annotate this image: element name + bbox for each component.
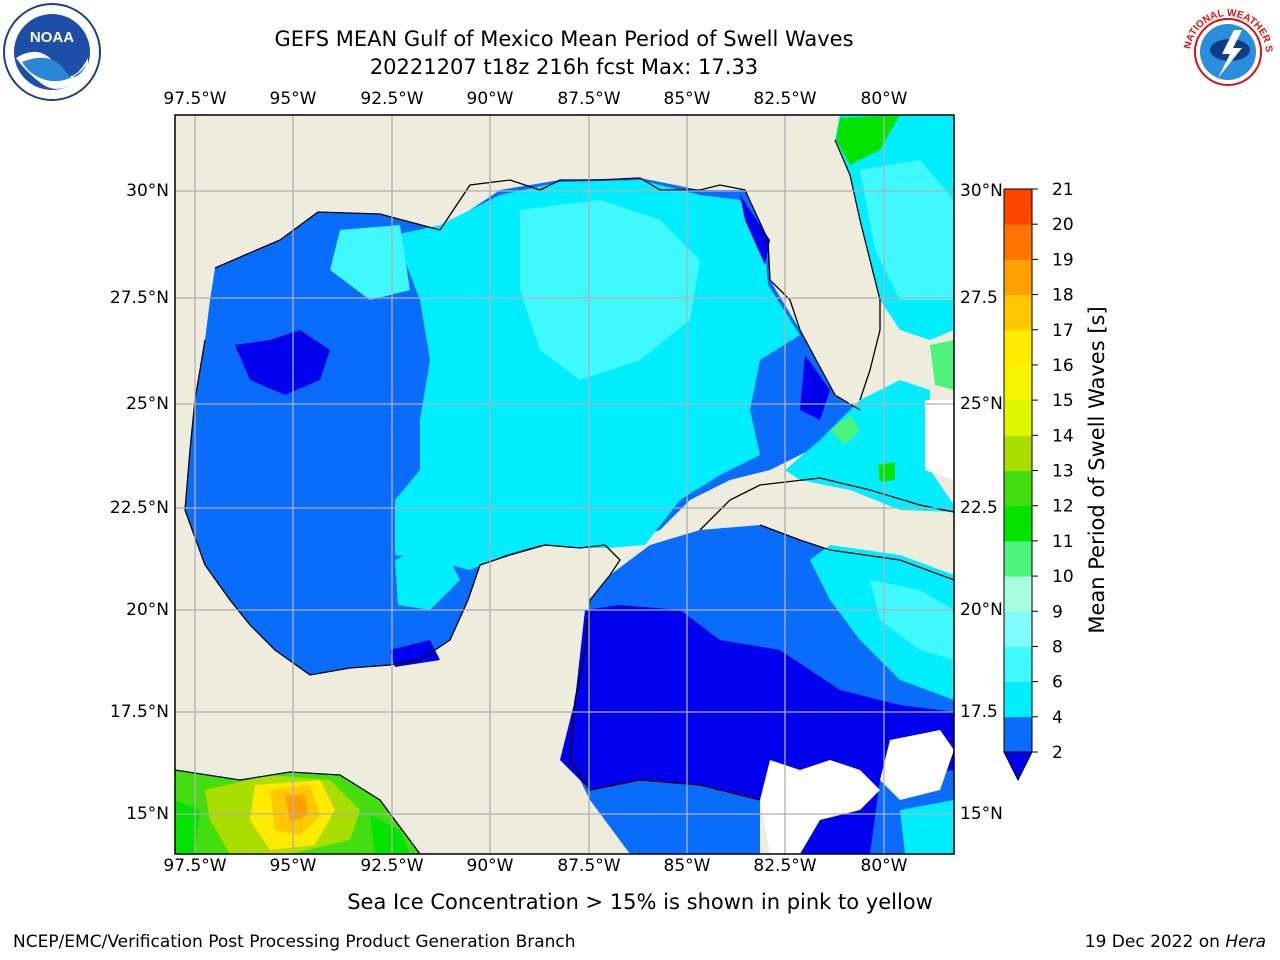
colorbar-segment [1004,259,1032,296]
lon-label-top: 90°W [466,89,514,109]
colorbar-tick-label: 17 [1052,321,1074,341]
colorbar-tick-label: 21 [1052,180,1074,200]
gulf-cyan-core [395,180,800,570]
lat-label-right: 17.5 [960,702,998,722]
colorbar-tick-label: 10 [1052,567,1074,587]
lat-label-left: 22.5°N [109,498,169,518]
lon-label-bottom: 95°W [269,856,317,876]
colorbar-tick-label: 9 [1052,602,1063,622]
lon-label-bottom: 97.5°W [163,856,227,876]
colorbar-tick-label: 13 [1052,462,1074,482]
lat-label-left: 27.5°N [109,288,169,308]
colorbar-tick-label: 14 [1052,426,1074,446]
lat-label-left: 15°N [126,804,169,824]
colorbar-tick-label: 6 [1052,673,1063,693]
nws-logo: NATIONAL WEATHER SERVICE [1178,2,1275,99]
lon-label-bottom: 87.5°W [557,856,621,876]
colorbar-segment [1004,224,1032,260]
lon-label-top: 97.5°W [163,89,227,109]
lon-label-top: 82.5°W [753,89,817,109]
lon-label-top: 92.5°W [360,89,424,109]
colorbar-tick-label: 19 [1052,250,1074,270]
generation-date: 19 Dec 2022 on Hera [1084,932,1266,952]
colorbar-segment [1004,294,1032,331]
lat-label-left: 17.5°N [109,702,169,722]
colorbar-segment [1004,540,1032,577]
colorbar-segment [1004,681,1032,718]
lat-label-left: 20°N [126,600,169,620]
colorbar-tick-label: 12 [1052,497,1074,517]
colorbar-segment [1004,364,1032,401]
colorbar-tick-label: 15 [1052,391,1074,411]
chart-title: GEFS MEAN Gulf of Mexico Mean Period of … [274,27,854,51]
colorbar-tick-label: 18 [1052,286,1074,306]
lat-label-right: 30°N [960,181,1003,201]
lon-label-bottom: 92.5°W [360,856,424,876]
lat-label-right: 15°N [960,804,1003,824]
credit-line: NCEP/EMC/Verification Post Processing Pr… [13,932,576,952]
colorbar-tick-label: 11 [1052,532,1074,552]
chart-subtitle: 20221207 t18z 216h fcst Max: 17.33 [369,55,759,79]
colorbar-tick-label: 20 [1052,215,1074,235]
lat-label-right: 20°N [960,600,1003,620]
colorbar-segment [1004,646,1032,683]
colorbar-tick-label: 8 [1052,637,1063,657]
lon-label-bottom: 82.5°W [753,856,817,876]
colorbar-segment [1004,189,1032,225]
colorbar-segment [1004,505,1032,542]
colorbar-tick-label: 16 [1052,356,1074,376]
noaa-logo: NOAA [3,3,101,101]
lat-label-left: 25°N [126,394,169,414]
colorbar-extend-arrow [1003,751,1033,782]
lon-label-top: 87.5°W [557,89,621,109]
lon-label-top: 95°W [269,89,317,109]
host-name: Hera [1225,932,1266,952]
lat-label-right: 22.5 [960,498,998,518]
colorbar-segment [1004,611,1032,647]
lon-label-top: 80°W [860,89,908,109]
colorbar-segment [1004,470,1032,507]
colorbar-segment [1004,435,1032,471]
lon-label-bottom: 90°W [466,856,514,876]
colorbar-tick-label: 2 [1052,743,1063,763]
colorbar-label: Mean Period of Swell Waves [s] [1085,306,1109,634]
lon-label-bottom: 85°W [663,856,711,876]
colorbar: 2 4 6 8 9 10 11 12 13 14 15 16 17 18 19 20 21 [1003,180,1074,782]
lat-label-left: 30°N [126,181,169,201]
colorbar-tick-label: 4 [1052,708,1063,728]
lon-label-bottom: 80°W [860,856,908,876]
colorbar-segment [1004,400,1032,436]
lat-label-right: 27.5 [960,288,998,308]
colorbar-segment [1004,576,1032,612]
map-frame [174,114,955,855]
lon-label-top: 85°W [663,89,711,109]
svg-text:NOAA: NOAA [30,29,74,46]
sea-ice-note: Sea Ice Concentration > 15% is shown in … [347,890,933,914]
colorbar-segment [1004,716,1032,753]
lat-label-right: 25°N [960,394,1003,414]
colorbar-segment [1004,329,1032,366]
